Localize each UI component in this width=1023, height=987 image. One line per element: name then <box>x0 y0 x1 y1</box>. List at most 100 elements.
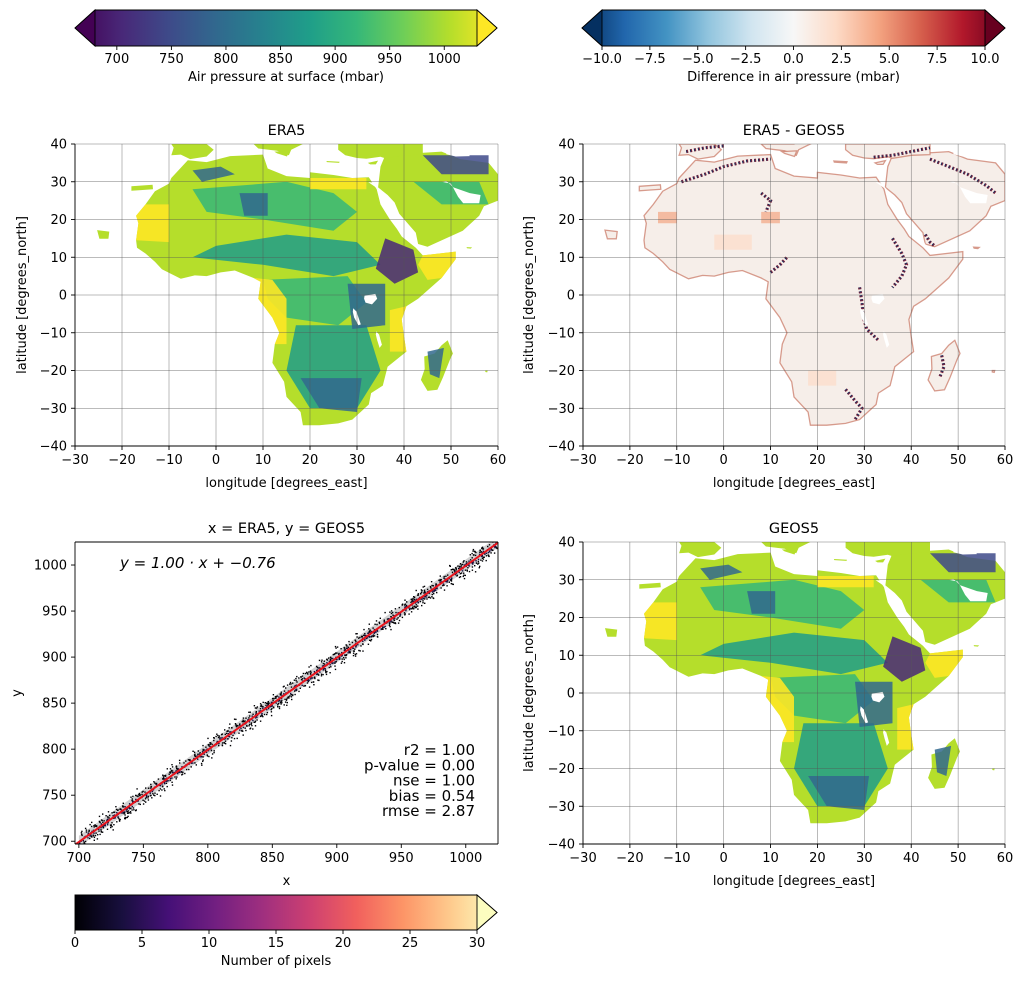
density-pixel <box>89 823 91 826</box>
density-pixel <box>429 586 432 588</box>
density-pixel <box>262 707 264 710</box>
density-pixel <box>286 701 288 704</box>
y-tick-label: 40 <box>50 138 67 153</box>
density-pixel <box>238 732 240 734</box>
density-pixel <box>475 562 478 564</box>
density-pixel <box>131 809 133 811</box>
density-pixel <box>472 561 475 563</box>
density-pixel <box>215 735 217 738</box>
density-pixel <box>117 809 119 811</box>
density-field <box>75 542 498 844</box>
density-pixel <box>487 545 489 548</box>
density-pixel <box>348 640 350 643</box>
density-pixel <box>269 705 271 708</box>
x-tick-label: −10 <box>155 453 182 468</box>
colorbar-pressure-tick-label: 1000 <box>428 52 461 67</box>
density-pixel <box>182 771 184 774</box>
water-body <box>368 182 420 248</box>
pressure-region <box>930 553 996 573</box>
land-mass <box>326 161 340 163</box>
density-pixel <box>151 797 153 799</box>
density-pixel <box>359 650 361 652</box>
y-tick-label: 20 <box>558 611 575 626</box>
density-pixel <box>468 560 470 562</box>
difference-coldspot <box>929 158 997 194</box>
density-pixel <box>171 781 173 783</box>
density-pixel <box>404 603 407 605</box>
density-pixel <box>481 555 483 557</box>
land-mass <box>972 246 981 250</box>
density-pixel <box>242 721 244 723</box>
density-pixel <box>258 710 260 712</box>
density-pixel <box>306 682 309 684</box>
density-pixel <box>399 615 401 617</box>
density-pixel <box>270 709 272 711</box>
density-pixel <box>316 669 319 671</box>
density-pixel <box>142 799 144 801</box>
density-pixel <box>343 662 346 664</box>
density-pixel <box>98 820 101 823</box>
density-pixel <box>98 828 100 830</box>
density-pixel <box>119 808 121 810</box>
density-pixel <box>455 569 457 571</box>
density-pixel <box>392 618 395 620</box>
density-pixel <box>267 703 269 706</box>
density-pixel <box>325 673 328 676</box>
density-pixel <box>310 664 312 667</box>
density-pixel <box>161 783 163 785</box>
water-body <box>875 182 928 248</box>
colorbar-difference-tick-label: −10.0 <box>582 52 622 67</box>
density-pixel <box>403 612 406 614</box>
density-pixel <box>200 762 203 765</box>
density-pixel <box>242 726 245 729</box>
colorbar-pressure-tick-label: 800 <box>214 52 239 67</box>
density-pixel <box>421 598 423 600</box>
density-pixel <box>220 733 223 736</box>
density-pixel <box>243 720 245 723</box>
density-pixel <box>159 784 162 787</box>
density-pixel <box>252 719 254 722</box>
density-pixel <box>462 561 464 563</box>
density-pixel <box>452 568 455 571</box>
density-pixel <box>286 684 289 686</box>
density-pixel <box>149 792 151 795</box>
density-pixel <box>229 731 231 733</box>
density-pixel <box>93 832 95 834</box>
density-pixel <box>245 729 247 732</box>
density-pixel <box>226 738 229 740</box>
y-axis-label: latitude [degrees_north] <box>15 216 30 374</box>
density-pixel <box>472 550 474 552</box>
density-pixel <box>110 826 112 829</box>
density-pixel <box>161 785 164 787</box>
density-pixel <box>384 625 386 628</box>
difference-hotspot <box>891 237 909 289</box>
density-pixel <box>370 640 372 642</box>
density-pixel <box>169 777 172 780</box>
density-pixel <box>118 820 121 822</box>
density-pixel <box>239 724 241 727</box>
water-body <box>441 181 481 204</box>
density-pixel <box>438 579 440 582</box>
density-pixel <box>292 694 294 697</box>
density-pixel <box>202 744 204 747</box>
density-pixel <box>92 834 94 836</box>
density-pixel <box>235 726 238 728</box>
x-tick-label: −10 <box>663 851 690 866</box>
water-body <box>375 331 382 348</box>
density-pixel <box>396 618 398 620</box>
density-pixel <box>224 743 227 745</box>
density-pixel <box>430 587 432 589</box>
density-pixel <box>259 703 262 705</box>
density-pixel <box>417 608 419 610</box>
density-pixel <box>175 770 178 772</box>
density-pixel <box>328 666 330 669</box>
density-pixel <box>135 809 137 812</box>
density-pixel <box>393 619 395 622</box>
density-pixel <box>372 634 375 636</box>
density-pixel <box>111 812 113 814</box>
density-pixel <box>303 677 305 679</box>
land-mass <box>844 144 931 160</box>
density-pixel <box>317 667 319 669</box>
density-pixel <box>343 649 346 651</box>
density-pixel <box>167 780 169 782</box>
